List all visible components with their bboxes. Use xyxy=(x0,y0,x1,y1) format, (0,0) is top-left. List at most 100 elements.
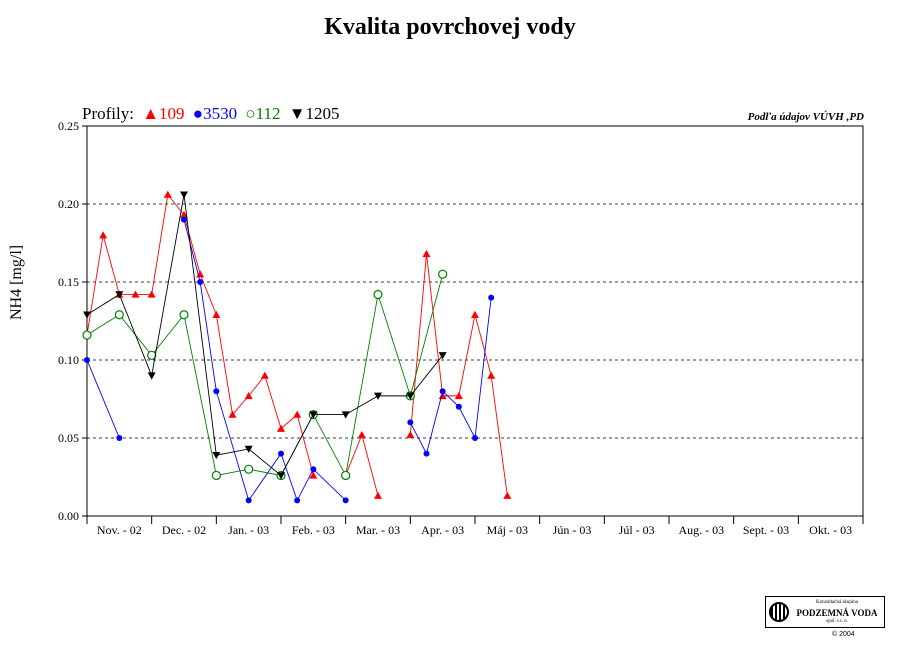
data-point xyxy=(197,279,204,285)
legend-prefix: Profily: xyxy=(82,104,134,123)
data-point xyxy=(293,410,302,418)
series-line-3530 xyxy=(183,219,346,502)
data-point xyxy=(374,491,382,499)
data-point xyxy=(309,471,318,479)
data-point xyxy=(181,216,187,223)
data-point xyxy=(244,445,253,453)
logo-line-1: Konzultačná skupina xyxy=(815,600,859,605)
data-point xyxy=(472,435,478,441)
legend-entry-112: ○112 xyxy=(245,104,281,123)
y-tick-label: 0.10 xyxy=(58,353,79,367)
data-point xyxy=(147,372,156,380)
data-point xyxy=(341,470,351,481)
data-point xyxy=(357,430,366,439)
x-tick-label: Jún - 03 xyxy=(553,523,592,537)
data-point xyxy=(116,435,123,441)
data-point xyxy=(84,357,90,363)
data-point xyxy=(341,411,350,419)
y-tick-label: 0.00 xyxy=(58,509,79,523)
data-point xyxy=(244,391,253,400)
data-point xyxy=(309,411,318,419)
data-point xyxy=(260,371,269,379)
series-line-3530 xyxy=(409,297,492,455)
x-tick-label: Júl - 03 xyxy=(619,523,655,537)
legend-entry-3530: ●3530 xyxy=(192,104,238,123)
chart-legend: Profily: ▲109 ●3530 ○112 ▼1205 xyxy=(82,104,340,124)
data-point xyxy=(228,410,237,418)
chart-title: Kvalita povrchovej vody xyxy=(324,14,576,40)
data-point xyxy=(471,310,479,318)
y-tick-label: 0.15 xyxy=(58,275,79,289)
x-tick-label: Nov. - 02 xyxy=(97,523,142,537)
series-line-109 xyxy=(86,193,314,476)
series-line-109 xyxy=(345,433,379,496)
data-point xyxy=(278,450,284,457)
data-point xyxy=(342,497,349,504)
series-line-112 xyxy=(86,274,444,477)
data-point xyxy=(245,497,252,504)
series-line-3530 xyxy=(86,359,120,439)
data-point xyxy=(277,472,285,480)
data-point xyxy=(212,451,221,460)
x-tick-label: Sept. - 03 xyxy=(743,523,789,537)
data-point xyxy=(213,388,220,395)
data-point xyxy=(406,392,415,400)
x-tick-label: Jan. - 03 xyxy=(228,523,269,537)
data-point xyxy=(407,419,414,426)
x-tick-label: Máj - 03 xyxy=(487,523,528,537)
logo-line-2: PODZEMNÁ VODA xyxy=(796,608,878,618)
data-point xyxy=(147,290,156,298)
company-logo: Konzultačná skupina PODZEMNÁ VODA spol. … xyxy=(765,596,885,628)
data-point xyxy=(438,269,448,279)
data-point xyxy=(438,352,447,360)
data-point xyxy=(277,424,285,432)
data-point xyxy=(179,310,189,320)
copyright-note: © 2004 xyxy=(832,631,855,638)
data-point xyxy=(488,294,495,301)
data-point xyxy=(406,430,415,439)
data-point xyxy=(422,249,431,258)
x-tick-label: Feb. - 03 xyxy=(292,523,335,537)
data-point xyxy=(374,392,382,400)
data-point xyxy=(294,497,301,504)
x-tick-label: Aug. - 03 xyxy=(678,523,724,537)
y-tick-label: 0.05 xyxy=(58,431,79,445)
logo-line-3: spol. s r. o. xyxy=(826,619,848,624)
data-point xyxy=(131,290,140,298)
data-point xyxy=(180,210,188,219)
data-point xyxy=(423,450,430,457)
data-point xyxy=(439,388,446,395)
data-point xyxy=(454,391,463,400)
legend-label-1205: 1205 xyxy=(305,104,340,123)
data-point xyxy=(82,330,92,340)
series-line-1205 xyxy=(86,194,444,477)
x-tick-label: Mar. - 03 xyxy=(356,523,400,537)
data-point xyxy=(503,491,512,499)
data-source-note: Podľa údajov VÚVH ,PD xyxy=(747,111,864,123)
x-tick-label: Okt. - 03 xyxy=(809,523,852,537)
data-point xyxy=(163,190,172,198)
data-point xyxy=(115,291,124,299)
data-point xyxy=(244,464,254,474)
data-point xyxy=(211,470,221,481)
data-point xyxy=(83,311,91,319)
legend-entry-109: ▲109 xyxy=(142,104,185,123)
data-point xyxy=(310,466,317,473)
data-point xyxy=(455,403,462,410)
plot-frame xyxy=(86,125,864,517)
data-point xyxy=(487,371,496,379)
data-point xyxy=(114,310,124,320)
legend-entry-1205: ▼1205 xyxy=(288,104,340,123)
legend-label-3530: 3530 xyxy=(203,104,238,123)
y-tick-label: 0.20 xyxy=(58,197,79,211)
data-point xyxy=(99,231,108,239)
x-tick-label: Apr. - 03 xyxy=(421,523,464,537)
data-point xyxy=(212,310,221,318)
y-tick-label: 0.25 xyxy=(58,119,79,133)
data-point xyxy=(180,191,188,199)
logo-mark-icon xyxy=(769,602,789,622)
data-point xyxy=(373,289,383,300)
legend-label-109: 109 xyxy=(159,104,185,123)
legend-label-112: 112 xyxy=(255,104,281,123)
